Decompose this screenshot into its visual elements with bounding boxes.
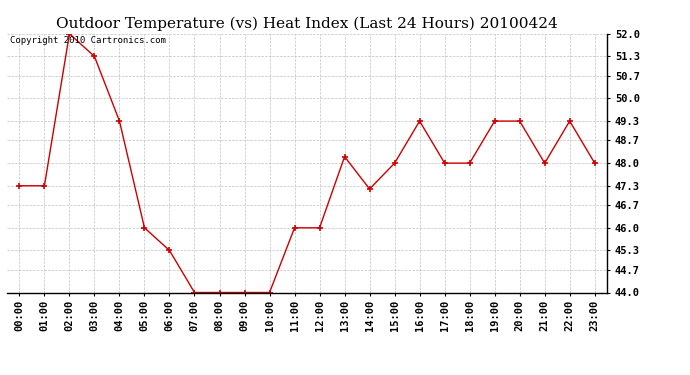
Text: Copyright 2010 Cartronics.com: Copyright 2010 Cartronics.com [10, 36, 166, 45]
Title: Outdoor Temperature (vs) Heat Index (Last 24 Hours) 20100424: Outdoor Temperature (vs) Heat Index (Las… [56, 17, 558, 31]
